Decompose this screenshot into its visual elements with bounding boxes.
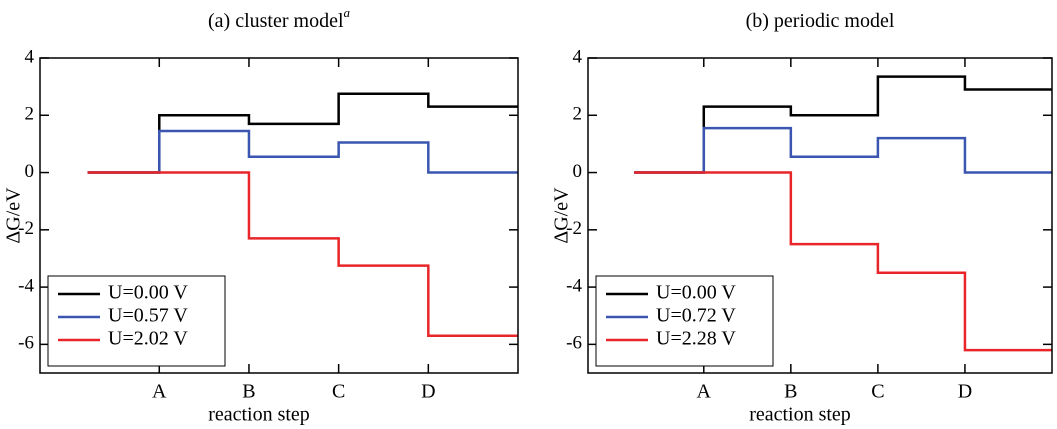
plot-frame	[39, 57, 519, 374]
legend-label: U=2.28 V	[656, 328, 736, 350]
y-tick-label: 0	[25, 161, 35, 182]
y-tick-label: -2	[18, 218, 34, 239]
y-tick-label: -6	[18, 333, 34, 354]
x-tick-label: C	[332, 381, 345, 403]
title-text: (a) cluster model	[208, 10, 344, 32]
y-tick-label: 2	[25, 104, 35, 125]
legend-label: U=0.72 V	[656, 305, 736, 327]
legend-box	[595, 275, 774, 367]
y-tick-label: 2	[573, 104, 583, 125]
x-tick-label: B	[242, 381, 255, 403]
title-text: (b) periodic model	[746, 10, 895, 32]
step-line	[634, 126, 1052, 174]
y-tick-label: 4	[25, 46, 35, 67]
plot-frame	[587, 57, 1053, 374]
legend-label: U=0.57 V	[108, 305, 188, 327]
y-tick-label: -4	[18, 275, 34, 296]
y-tick-label: 0	[573, 161, 583, 182]
x-tick-label: D	[421, 381, 435, 403]
y-axis-label: ΔG/eV	[3, 187, 25, 244]
chart-title: (a) cluster modela	[208, 5, 351, 32]
chart-title: (b) periodic model	[746, 10, 895, 32]
x-axis-label: reaction step	[749, 404, 851, 426]
title-superscript: a	[344, 5, 351, 20]
legend-label: U=2.02 V	[108, 328, 188, 350]
x-axis-label: reaction step	[208, 404, 310, 426]
step-line	[634, 75, 1052, 174]
legend-box	[47, 275, 226, 367]
x-tick-label: B	[784, 381, 797, 403]
step-line	[87, 129, 518, 174]
y-tick-label: -6	[566, 333, 582, 354]
y-axis-label: ΔG/eV	[551, 187, 573, 244]
legend-label: U=0.00 V	[656, 282, 736, 304]
y-tick-label: -4	[566, 275, 582, 296]
step-line	[87, 92, 518, 174]
x-tick-label: D	[958, 381, 972, 403]
y-tick-label: -2	[566, 218, 582, 239]
x-tick-label: A	[152, 381, 167, 403]
step-line	[87, 171, 518, 338]
x-tick-label: A	[697, 381, 712, 403]
y-tick-label: 4	[573, 46, 583, 67]
x-tick-label: C	[871, 381, 884, 403]
legend-label: U=0.00 V	[108, 282, 188, 304]
step-line	[634, 171, 1052, 352]
